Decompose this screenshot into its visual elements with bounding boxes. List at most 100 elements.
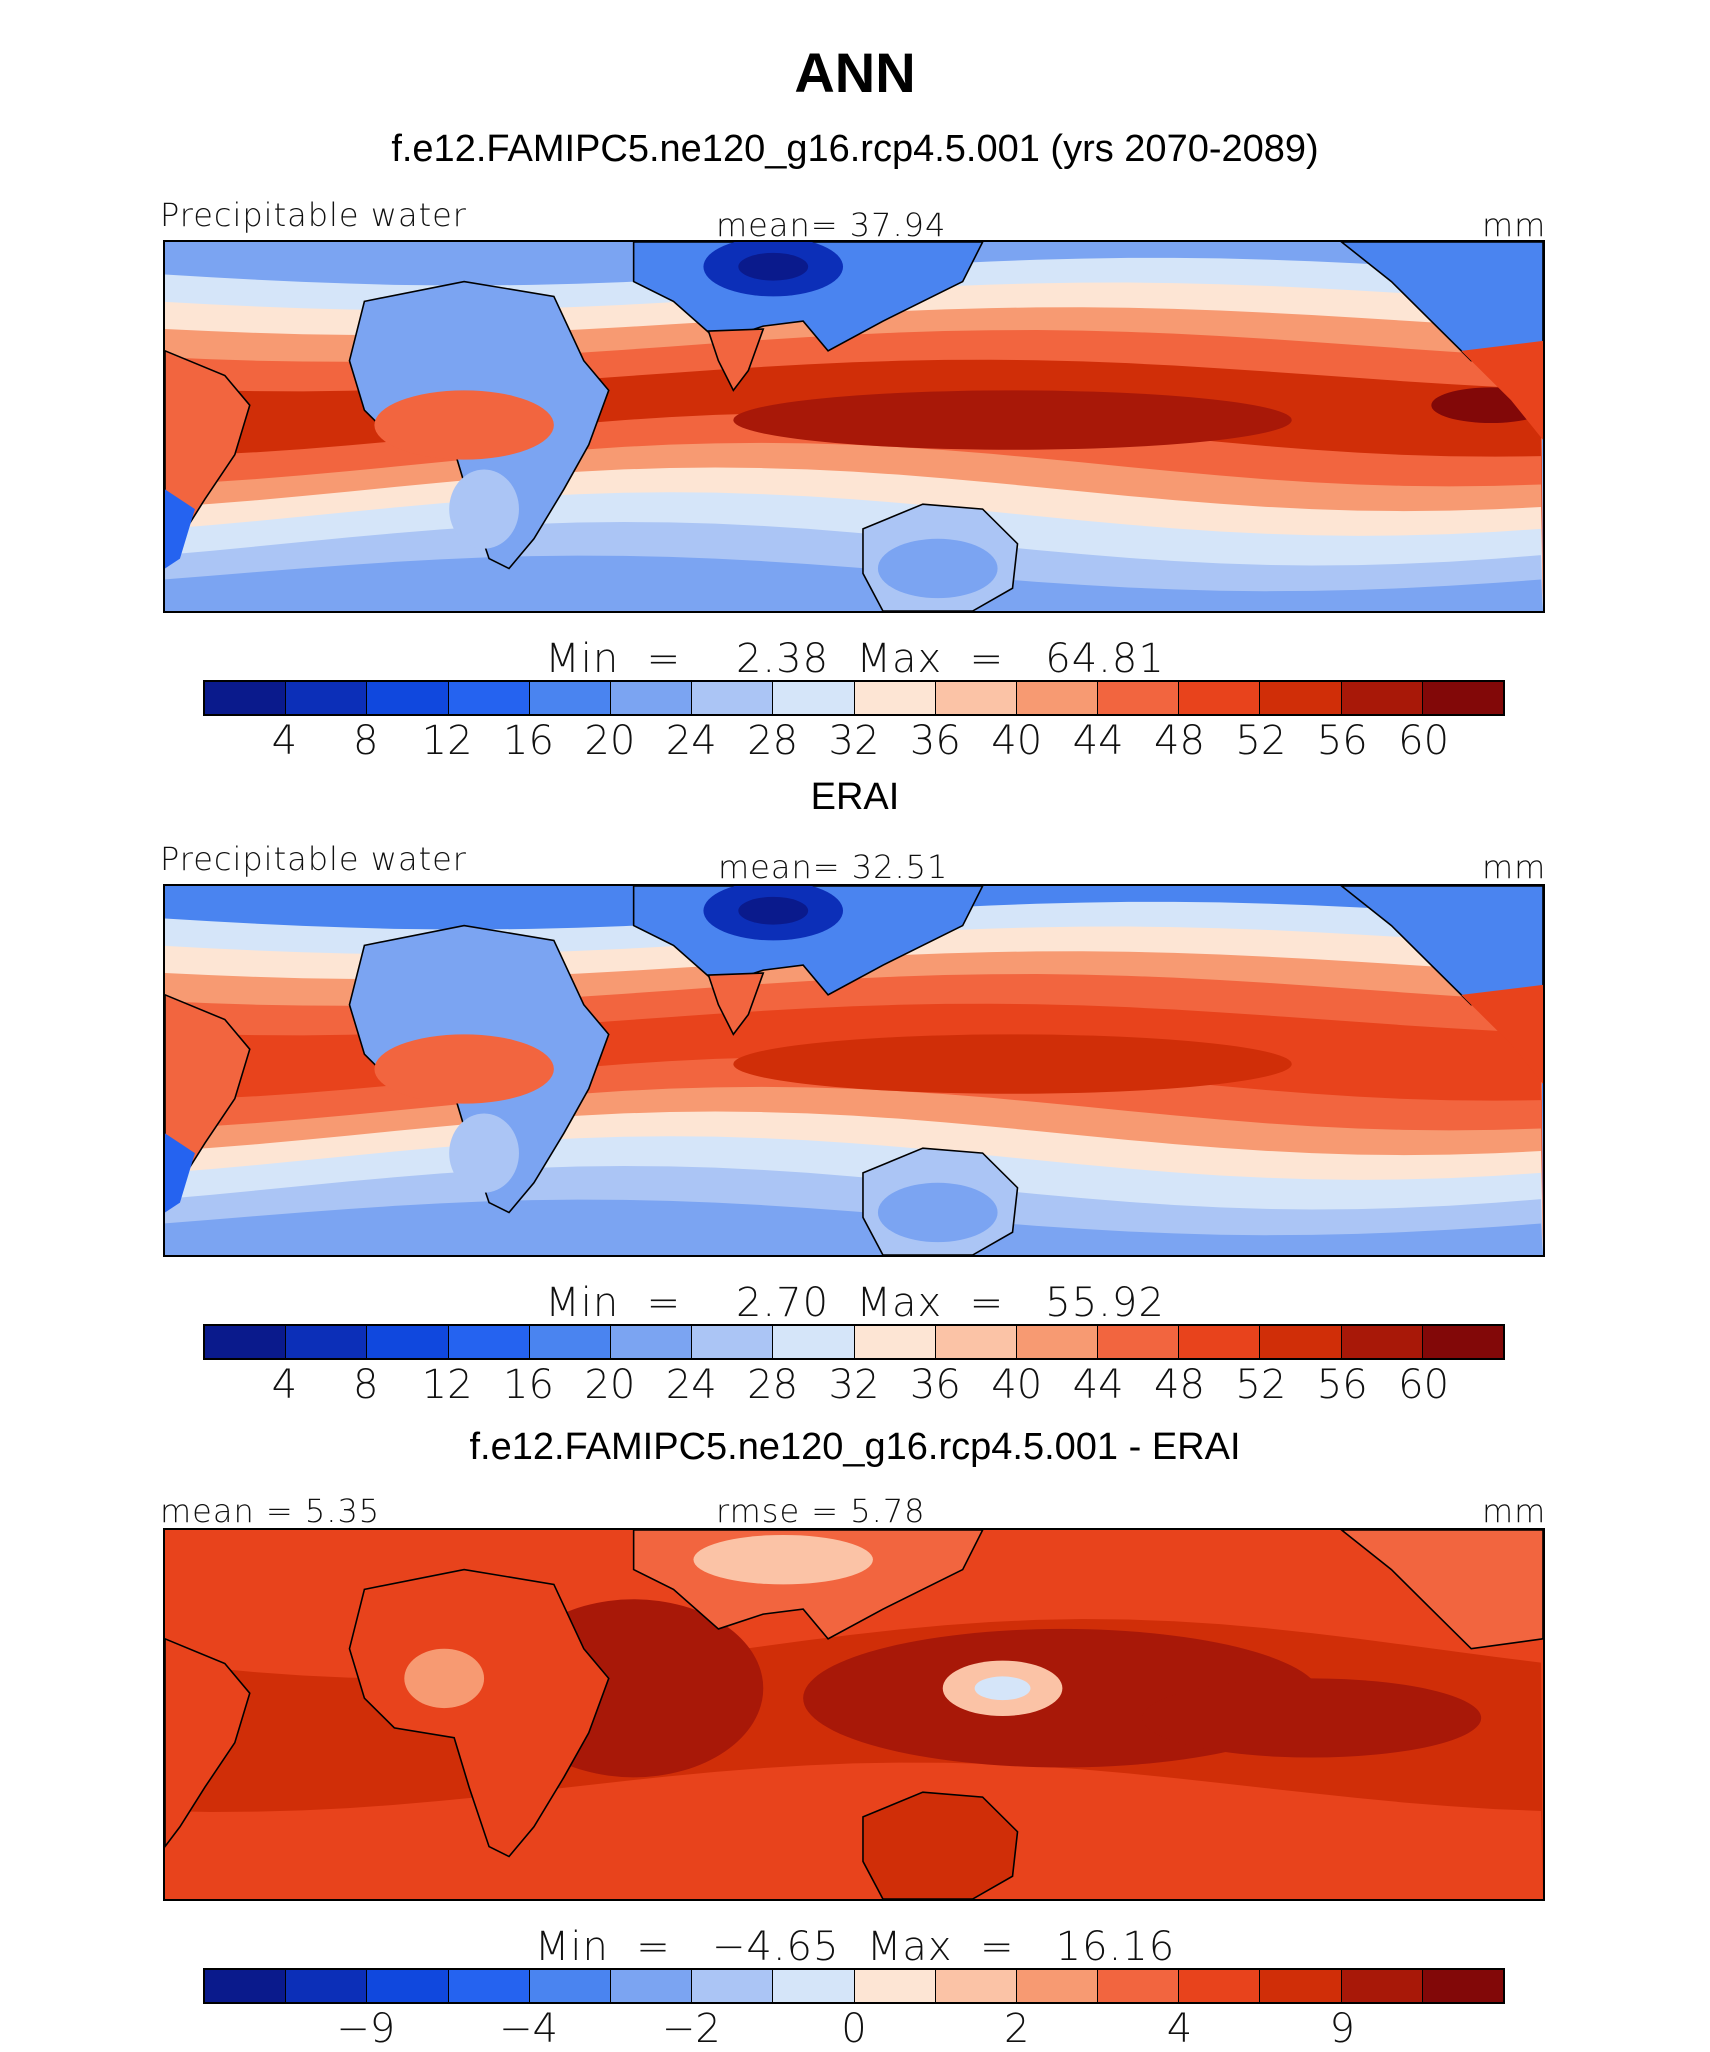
panel1-mean-label: mean= 37.94 [716,206,947,244]
colorbar-swatch [1098,1970,1180,2002]
colorbar-tick-label: 48 [1154,718,1205,764]
panel1-title: f.e12.FAMIPC5.ne120_g16.rcp4.5.001 (yrs … [391,128,1319,170]
colorbar-swatch [1341,1970,1423,2002]
panel1-variable-label: Precipitable water [160,196,467,234]
panel2-units: mm [1482,848,1547,886]
colorbar-swatch [610,1970,693,2002]
colorbar-swatch [205,682,287,714]
panel1-map [163,240,1545,613]
colorbar-swatch [529,682,611,714]
colorbar-swatch [1098,1326,1180,1358]
colorbar-tick-label: 24 [665,1362,717,1408]
colorbar-swatch [773,1326,855,1358]
colorbar-tick-label: 9 [1329,2006,1355,2052]
colorbar-swatch [286,682,368,714]
colorbar-tick-label: 16 [503,718,554,764]
panel2-title: ERAI [810,776,900,818]
colorbar-tick-label: 48 [1154,1362,1205,1408]
colorbar-swatch [692,1326,774,1358]
panel3-minmax: Min = −4.65 Max = 16.16 [534,1924,1176,1970]
colorbar-swatch [610,682,693,714]
panel3-rmse-label: rmse = 5.78 [716,1492,926,1530]
colorbar-swatch [1341,682,1423,714]
colorbar-tick-label: 20 [584,1362,636,1408]
colorbar-swatch [286,1326,368,1358]
colorbar-swatch [1016,682,1099,714]
colorbar-swatch [1260,1970,1342,2002]
colorbar-swatch [1016,1970,1099,2002]
colorbar-swatch [935,1326,1017,1358]
colorbar-tick-label: −2 [661,2006,721,2052]
panel2-map [163,884,1545,1257]
colorbar-swatch [205,1970,287,2002]
colorbar-swatch [529,1970,611,2002]
colorbar-swatch [935,682,1017,714]
colorbar-swatch [773,682,855,714]
colorbar-tick-label: 56 [1316,718,1368,764]
colorbar-swatch [1422,682,1503,714]
colorbar-tick-label: 24 [665,718,717,764]
colorbar-swatch [367,1326,449,1358]
colorbar-swatch [1422,1326,1503,1358]
panel2-colorbar-ticks: 4 8 12 16 20 24 28 32 36 40 44 48 52 56 60 [203,1362,1505,1408]
colorbar-tick-label: −9 [336,2006,396,2052]
colorbar-tick-label: 44 [1072,718,1124,764]
colorbar-tick-label: 0 [841,2006,867,2052]
colorbar-tick-label: 36 [909,718,961,764]
colorbar-swatch [205,1326,287,1358]
colorbar-tick-label: 2 [1004,2006,1030,2052]
colorbar-tick-label: 8 [353,1362,379,1408]
colorbar-tick-label: 52 [1235,1362,1287,1408]
colorbar-swatch [448,1970,530,2002]
colorbar-tick-label: 4 [271,718,298,764]
panel1-units: mm [1482,206,1547,244]
colorbar-swatch [854,682,936,714]
colorbar-swatch [367,1970,449,2002]
colorbar-tick-label: 4 [1166,2006,1193,2052]
panel2-colorbar [203,1324,1505,1360]
colorbar-tick-label: 52 [1235,718,1287,764]
colorbar-swatch [935,1970,1017,2002]
colorbar-tick-label: 56 [1316,1362,1368,1408]
panel3-map [163,1528,1545,1901]
colorbar-tick-label: 12 [421,718,473,764]
panel1-colorbar-ticks: 4 8 12 16 20 24 28 32 36 40 44 48 52 56 60 [203,718,1505,764]
colorbar-swatch [610,1326,693,1358]
colorbar-tick-label: 40 [991,718,1043,764]
panel2-variable-label: Precipitable water [160,840,467,878]
colorbar-tick-label: 60 [1398,718,1450,764]
colorbar-swatch [1098,682,1180,714]
colorbar-tick-label: 28 [747,1362,799,1408]
colorbar-swatch [1016,1326,1099,1358]
panel3-title: f.e12.FAMIPC5.ne120_g16.rcp4.5.001 - ERA… [469,1426,1241,1468]
colorbar-swatch [1179,682,1261,714]
colorbar-swatch [1179,1970,1261,2002]
colorbar-swatch [1341,1326,1423,1358]
colorbar-swatch [1422,1970,1503,2002]
colorbar-tick-label: 28 [747,718,799,764]
panel3-mean-label: mean = 5.35 [160,1492,381,1530]
colorbar-tick-label: 20 [584,718,636,764]
colorbar-tick-label: 44 [1072,1362,1124,1408]
panel3-colorbar-ticks: −9 −4 −2 0 2 4 9 [203,2006,1505,2052]
colorbar-swatch [1260,1326,1342,1358]
colorbar-swatch [854,1326,936,1358]
colorbar-swatch [692,1970,774,2002]
colorbar-swatch [286,1970,368,2002]
colorbar-tick-label: 12 [421,1362,473,1408]
colorbar-tick-label: 32 [828,1362,880,1408]
panel1-minmax: Min = 2.38 Max = 64.81 [545,636,1165,682]
colorbar-swatch [692,682,774,714]
figure-title: ANN [794,41,916,104]
colorbar-tick-label: −4 [499,2006,558,2052]
panel3-colorbar [203,1968,1505,2004]
colorbar-tick-label: 16 [503,1362,554,1408]
panel2-mean-label: mean= 32.51 [718,848,949,886]
colorbar-swatch [1260,682,1342,714]
colorbar-tick-label: 4 [271,1362,298,1408]
colorbar-tick-label: 40 [991,1362,1043,1408]
colorbar-tick-label: 60 [1398,1362,1450,1408]
colorbar-swatch [448,1326,530,1358]
colorbar-swatch [529,1326,611,1358]
panel3-units: mm [1482,1492,1547,1530]
